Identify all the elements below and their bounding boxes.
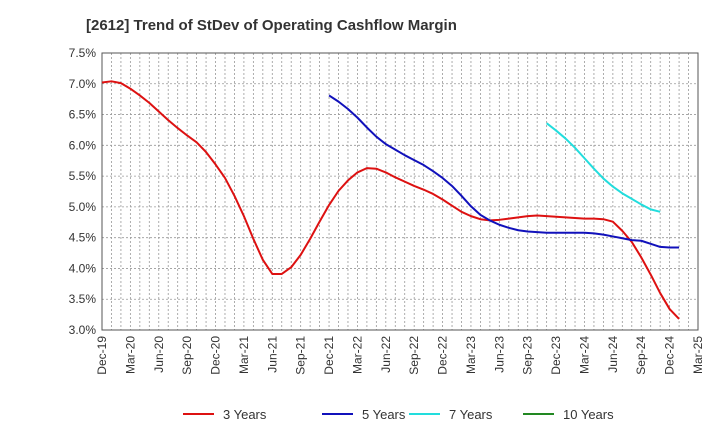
series-line-3-years (101, 80, 680, 320)
y-tick-label: 5.0% (69, 200, 97, 214)
y-tick-label: 4.5% (69, 231, 97, 245)
plot-area-border (101, 52, 699, 331)
legend: 3 Years 5 Years 7 Years 10 Years (183, 407, 614, 422)
x-tick-label: Mar-23 (464, 336, 478, 374)
legend-label-10-years: 10 Years (563, 407, 614, 422)
y-tick-label: 5.5% (69, 169, 97, 183)
x-tick-label: Sep-22 (407, 336, 421, 375)
x-tick-label: Mar-24 (577, 336, 591, 374)
y-tick-label: 3.5% (69, 292, 97, 306)
x-tick-label: Dec-20 (209, 336, 223, 375)
series-line-7-years (546, 122, 661, 213)
x-tick-label: Mar-22 (350, 336, 364, 374)
x-tick-label: Mar-21 (237, 336, 251, 374)
x-tick-label: Dec-23 (549, 336, 563, 375)
x-tick-label: Dec-19 (95, 336, 109, 375)
chart-title: [2612] Trend of StDev of Operating Cashf… (86, 17, 457, 34)
y-tick-label: 7.0% (69, 77, 97, 91)
axes: 3.0% 3.5% 4.0% 4.5% 5.0% 5.5% 6.0% 6.5% 7.0% 7.5%… (69, 46, 705, 375)
x-tick-label: Jun-22 (379, 336, 393, 373)
x-tick-label: Jun-21 (265, 336, 279, 373)
x-tick-label: Sep-24 (634, 336, 648, 375)
y-tick-label: 7.5% (69, 46, 97, 60)
legend-label-5-years: 5 Years (362, 407, 406, 422)
y-tick-label: 6.5% (69, 108, 97, 122)
x-tick-label: Dec-21 (322, 336, 336, 375)
x-tick-label: Jun-20 (152, 336, 166, 373)
x-tick-label: Dec-22 (436, 336, 450, 375)
x-tick-label: Sep-20 (180, 336, 194, 375)
legend-label-3-years: 3 Years (223, 407, 267, 422)
legend-label-7-years: 7 Years (449, 407, 493, 422)
series-line-5-years (328, 94, 680, 249)
y-tick-label: 6.0% (69, 138, 97, 152)
x-tick-label: Mar-20 (123, 336, 137, 374)
y-tick-label: 3.0% (69, 323, 97, 337)
series-lines (101, 80, 680, 320)
y-tick-label: 4.0% (69, 261, 97, 275)
x-tick-label: Sep-21 (294, 336, 308, 375)
x-tick-label: Dec-24 (663, 336, 677, 375)
x-tick-label: Sep-23 (521, 336, 535, 375)
grid (101, 52, 699, 331)
x-tick-label: Jun-23 (492, 336, 506, 373)
x-tick-label: Mar-25 (691, 336, 705, 374)
x-tick-label: Jun-24 (606, 336, 620, 373)
